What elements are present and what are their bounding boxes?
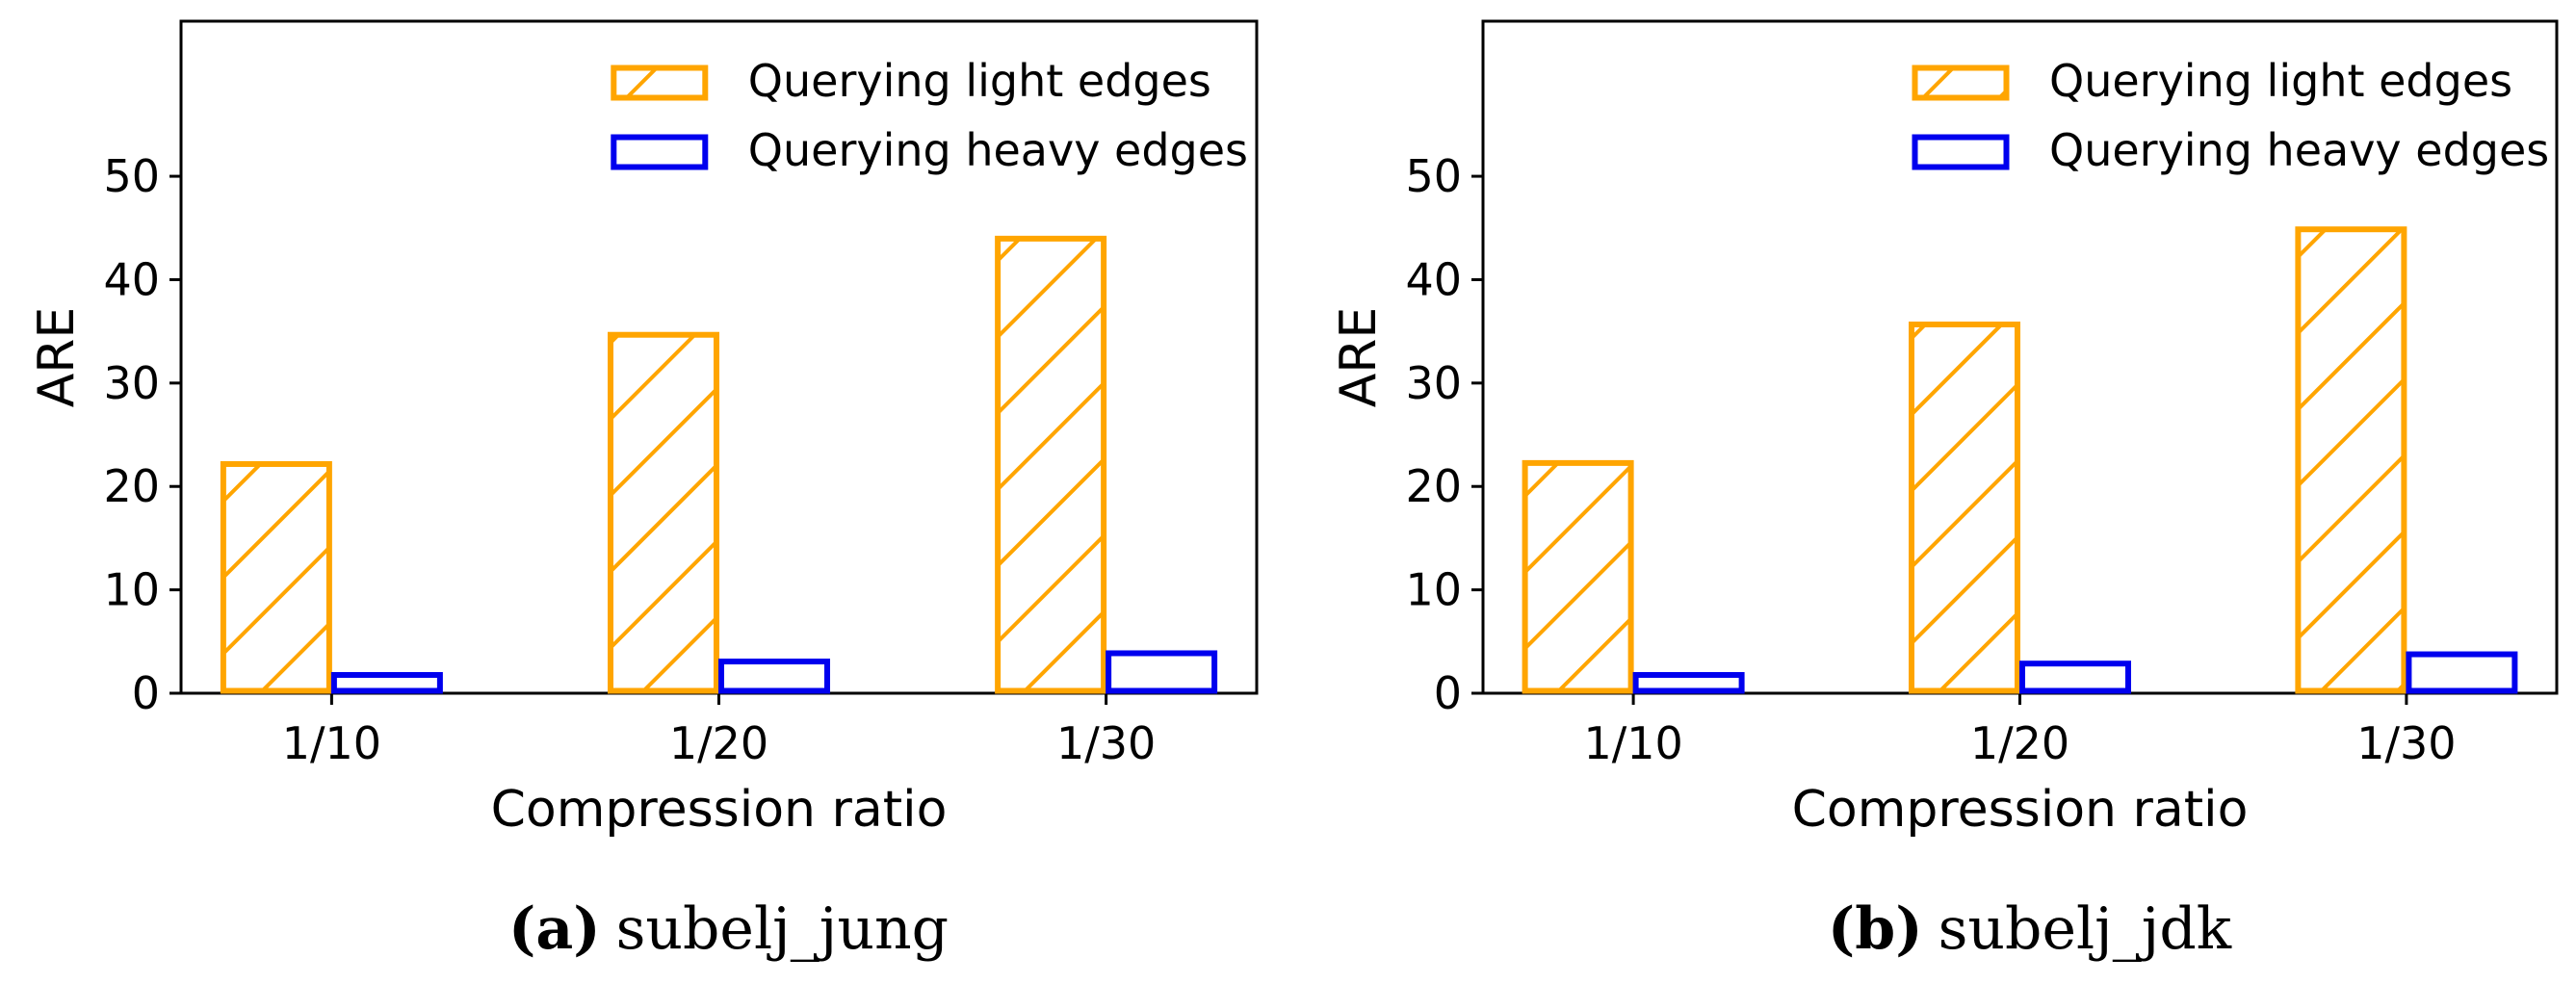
bar-light-edges <box>220 460 332 694</box>
y-tick-label: 0 <box>132 667 160 719</box>
x-tick-label: 1/30 <box>2356 717 2456 769</box>
panel-caption-text: subelj_jung <box>616 895 949 963</box>
panel-caption: (b) subelj_jdk <box>1828 895 2232 963</box>
panel-label: (b) <box>1828 895 1923 963</box>
chart-panel-a: 0 10 20 30 40 50 ARE 1/10 1/20 1/30 Compression ra… <box>28 19 1259 963</box>
bar-heavy-edges <box>1106 650 1218 694</box>
legend-swatch-heavy-edges <box>1912 134 2010 170</box>
y-tick-label: 30 <box>103 357 160 409</box>
legend-label-heavy-edges: Querying heavy edges <box>2049 124 2549 176</box>
legend-label-heavy-edges: Querying heavy edges <box>748 124 1248 176</box>
y-axis-label: ARE <box>28 307 86 408</box>
x-axis-label: Compression ratio <box>1792 781 2249 839</box>
bar-light-edges <box>1522 459 1634 694</box>
bar-heavy-edges <box>718 659 830 694</box>
legend-swatch-hatch <box>1912 65 2009 100</box>
legend-swatch-light-edges <box>1912 65 2010 101</box>
x-tick-label: 1/10 <box>1583 717 1682 769</box>
y-tick-label: 0 <box>1434 667 1462 719</box>
bar-heavy-edges <box>1632 672 1745 694</box>
bar-light-edges <box>995 235 1107 694</box>
bar-heavy-edges <box>330 672 443 694</box>
bar-light-edges-hatch <box>221 461 332 693</box>
legend-swatch-heavy-edges <box>611 134 709 170</box>
y-tick-label: 50 <box>1405 150 1462 202</box>
chart-panel-b: 0 10 20 30 40 50 ARE 1/10 1/20 1/30 Compression ra… <box>1330 19 2559 963</box>
legend-label-light-edges: Querying light edges <box>748 55 1211 107</box>
bar-light-edges-hatch <box>995 236 1106 694</box>
y-tick-label: 10 <box>1405 564 1462 616</box>
bar-light-edges-hatch <box>2295 226 2407 694</box>
bar-light-edges <box>608 331 719 694</box>
bar-light-edges-hatch <box>1909 322 2020 693</box>
legend-label-light-edges: Querying light edges <box>2049 55 2512 107</box>
y-tick-label: 20 <box>103 460 160 512</box>
x-tick-label: 1/20 <box>669 717 768 769</box>
y-tick-label: 40 <box>103 253 160 305</box>
y-tick-label: 40 <box>1405 253 1462 305</box>
panel-caption-text: subelj_jdk <box>1939 895 2232 963</box>
y-tick-label: 30 <box>1405 357 1462 409</box>
bar-light-edges-hatch <box>1522 460 1634 693</box>
x-tick-label: 1/30 <box>1056 717 1156 769</box>
y-axis-label: ARE <box>1330 307 1388 408</box>
legend-swatch-hatch <box>611 65 708 100</box>
bar-heavy-edges <box>2019 660 2131 694</box>
bar-light-edges <box>1909 321 2020 694</box>
bar-heavy-edges <box>2406 651 2518 694</box>
x-tick-label: 1/10 <box>282 717 381 769</box>
panel-caption: (a) subelj_jung <box>508 895 949 963</box>
bar-light-edges-hatch <box>608 332 719 693</box>
legend-swatch-light-edges <box>611 65 709 101</box>
bar-light-edges <box>2295 226 2407 694</box>
y-tick-label: 50 <box>103 150 160 202</box>
y-tick-label: 20 <box>1405 460 1462 512</box>
panel-label: (a) <box>508 895 601 963</box>
x-tick-label: 1/20 <box>1970 717 2069 769</box>
x-axis-label: Compression ratio <box>491 781 948 839</box>
y-tick-label: 10 <box>103 564 160 616</box>
